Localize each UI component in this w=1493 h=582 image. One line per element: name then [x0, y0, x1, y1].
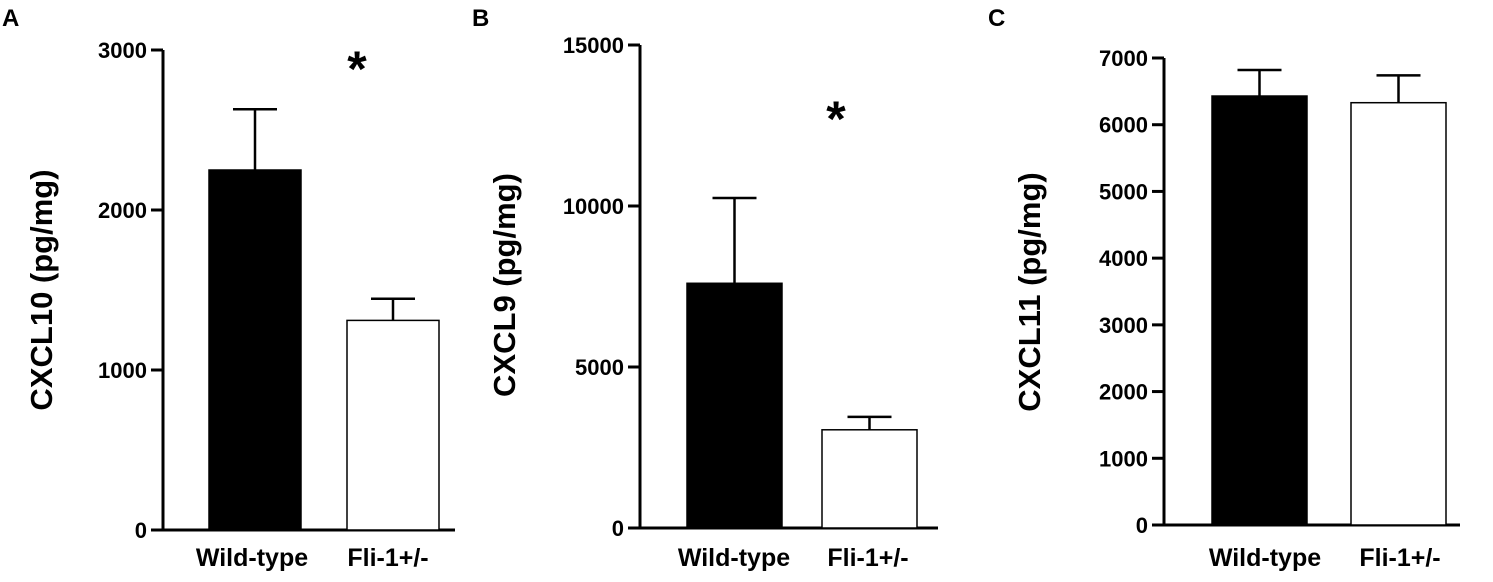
y-tick-label: 5000 — [575, 355, 624, 380]
panel-label: A — [2, 5, 19, 32]
y-tick-label: 0 — [135, 518, 147, 543]
y-tick-label: 0 — [1136, 513, 1148, 538]
y-tick-label: 1000 — [1099, 446, 1148, 471]
y-tick-label: 0 — [612, 516, 624, 541]
y-tick-label: 7000 — [1099, 46, 1148, 71]
bar — [346, 319, 440, 531]
y-tick-label: 1000 — [98, 358, 147, 383]
significance-marker: * — [347, 41, 367, 97]
x-tick-label: Fli-1+/- — [1359, 544, 1440, 572]
x-tick-label: Wild-type — [678, 544, 790, 572]
y-tick-label: 3000 — [98, 38, 147, 63]
y-tick-label: 10000 — [563, 194, 624, 219]
bar — [1211, 95, 1308, 526]
y-tick-label: 15000 — [563, 33, 624, 58]
x-tick-label: Wild-type — [1209, 544, 1321, 572]
y-axis-title: CXCL11 (pg/mg) — [1012, 172, 1047, 411]
x-tick-label: Fli-1+/- — [827, 544, 908, 572]
panel-label: C — [988, 5, 1005, 32]
significance-marker: * — [826, 91, 846, 147]
y-tick-label: 6000 — [1099, 113, 1148, 138]
y-tick-label: 2000 — [1099, 380, 1148, 405]
bar — [686, 282, 783, 529]
y-tick-label: 2000 — [98, 198, 147, 223]
bar — [1350, 101, 1447, 526]
panel-label: B — [472, 5, 489, 32]
x-tick-label: Fli-1+/- — [347, 544, 428, 572]
y-axis-title: CXCL9 (pg/mg) — [487, 173, 522, 397]
y-axis-title: CXCL10 (pg/mg) — [24, 169, 59, 410]
bar — [821, 429, 918, 529]
bar — [208, 169, 302, 531]
y-tick-label: 4000 — [1099, 246, 1148, 271]
y-tick-label: 3000 — [1099, 313, 1148, 338]
y-tick-label: 5000 — [1099, 179, 1148, 204]
x-tick-label: Wild-type — [196, 544, 308, 572]
